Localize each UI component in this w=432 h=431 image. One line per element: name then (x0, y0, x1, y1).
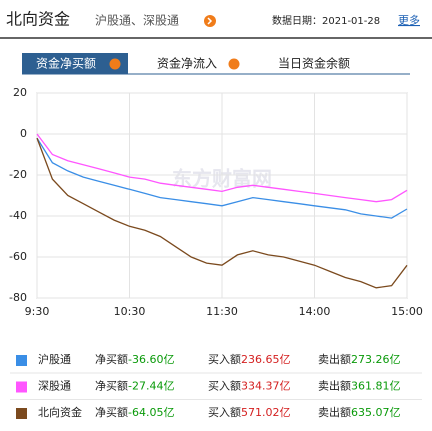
tab[interactable]: 当日资金余额 (278, 56, 350, 71)
more-link[interactable]: 更多 (398, 13, 420, 27)
help-icon (109, 58, 121, 70)
stat-value: 334.37亿 (241, 380, 291, 393)
stat: 卖出额361.81亿 (318, 379, 401, 393)
stat-value: -27.44亿 (128, 380, 174, 393)
stat-value: 361.81亿 (351, 380, 401, 393)
stat-label: 买入额 (208, 380, 241, 393)
stat-label: 卖出额 (318, 379, 351, 393)
x-tick-label: 9:30 (25, 305, 50, 318)
stat: 净买额-36.60亿 (95, 352, 174, 366)
stat-value: 635.07亿 (351, 406, 401, 419)
stat-value: 236.65亿 (241, 353, 291, 366)
series-line (36, 133, 408, 203)
stat-label: 卖出额 (318, 405, 351, 419)
legend-name: 深股通 (38, 380, 71, 393)
stat-value: 571.02亿 (241, 406, 291, 419)
y-tick-label: 20 (13, 86, 27, 99)
active-tab-bg (22, 53, 128, 74)
y-tick-label: -60 (9, 250, 27, 263)
arrow-glyph (207, 17, 213, 25)
legend-name: 沪股通 (38, 352, 71, 366)
stat-value: -64.05亿 (128, 406, 174, 419)
tab[interactable]: 资金净买额 (36, 56, 96, 71)
stat-label: 买入额 (208, 353, 241, 366)
legend-swatch (16, 355, 27, 366)
stat: 净买额-64.05亿 (95, 405, 174, 419)
y-tick-label: 0 (20, 127, 27, 140)
x-tick-label: 11:30 (206, 305, 238, 318)
x-tick-label: 10:30 (114, 305, 146, 318)
stat-value: -36.60亿 (128, 353, 174, 366)
stat-label: 卖出额 (318, 352, 351, 366)
y-tick-label: -80 (9, 291, 27, 304)
header-date: 数据日期：2021-01-28 (272, 14, 380, 27)
stat: 卖出额273.26亿 (318, 352, 401, 366)
y-tick-label: -40 (9, 209, 27, 222)
x-tick-label: 14:00 (299, 305, 331, 318)
series-line (36, 137, 408, 289)
help-icon (228, 58, 240, 70)
stat: 卖出额635.07亿 (318, 405, 401, 419)
stat-label: 净买额 (95, 379, 128, 393)
y-tick-label: -20 (9, 168, 27, 181)
tab[interactable]: 资金净流入 (157, 56, 217, 71)
stat-label: 净买额 (95, 405, 128, 419)
legend-name: 北向资金 (38, 405, 82, 419)
stat-value: 273.26亿 (351, 353, 401, 366)
header-title: 北向资金 (6, 10, 70, 29)
stat-label: 净买额 (95, 352, 128, 366)
stat: 买入额236.65亿 (208, 353, 291, 366)
legend-swatch (16, 381, 27, 393)
stat-label: 买入额 (208, 406, 241, 419)
x-tick-label: 15:00 (391, 305, 423, 318)
series-line (36, 137, 408, 219)
stat: 买入额334.37亿 (208, 380, 291, 393)
stat: 净买额-27.44亿 (95, 379, 174, 393)
header-subtitle: 沪股通、深股通 (95, 14, 179, 28)
legend-swatch (16, 408, 27, 419)
stat: 买入额571.02亿 (208, 406, 291, 419)
